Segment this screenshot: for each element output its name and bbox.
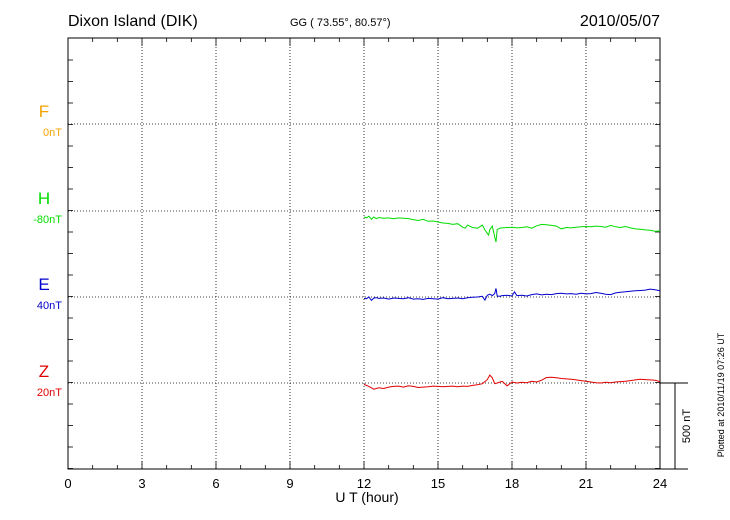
series-baseline-z: 20nT [37, 387, 62, 399]
series-baseline-e: 40nT [37, 300, 62, 312]
x-axis-label: U T (hour) [335, 489, 398, 505]
series-name-f: F [39, 102, 49, 121]
series-line-e [363, 288, 661, 302]
x-tick-label: 9 [286, 476, 293, 491]
coordinates-label: GG ( 73.55°, 80.57°) [290, 17, 391, 29]
series-baseline-h: -80nT [33, 214, 62, 226]
x-tick-label: 15 [431, 476, 445, 491]
series-name-e: E [38, 275, 49, 294]
x-tick-label: 12 [357, 476, 371, 491]
series-line-z [363, 374, 661, 390]
x-tick-label: 3 [138, 476, 145, 491]
x-tick-label: 0 [64, 476, 71, 491]
plotted-at-note: Plotted at 2010/11/19 07:26 UT [716, 332, 726, 457]
x-tick-label: 6 [212, 476, 219, 491]
x-tick-label: 18 [505, 476, 519, 491]
x-tick-label: 24 [653, 476, 667, 491]
series-baseline-f: 0nT [43, 127, 62, 139]
chart-title: Dixon Island (DIK) [68, 13, 198, 30]
x-tick-label: 21 [579, 476, 593, 491]
plot-area: 0 3 6 9 12 15 18 21 24 F 0nT H -80nT E 40nT Z 20nT [33, 37, 688, 491]
date-label: 2010/05/07 [580, 13, 660, 30]
series-line-h [363, 215, 661, 243]
series-name-h: H [38, 189, 50, 208]
scale-bar-label: 500 nT [681, 409, 693, 444]
series-name-z: Z [39, 362, 49, 381]
